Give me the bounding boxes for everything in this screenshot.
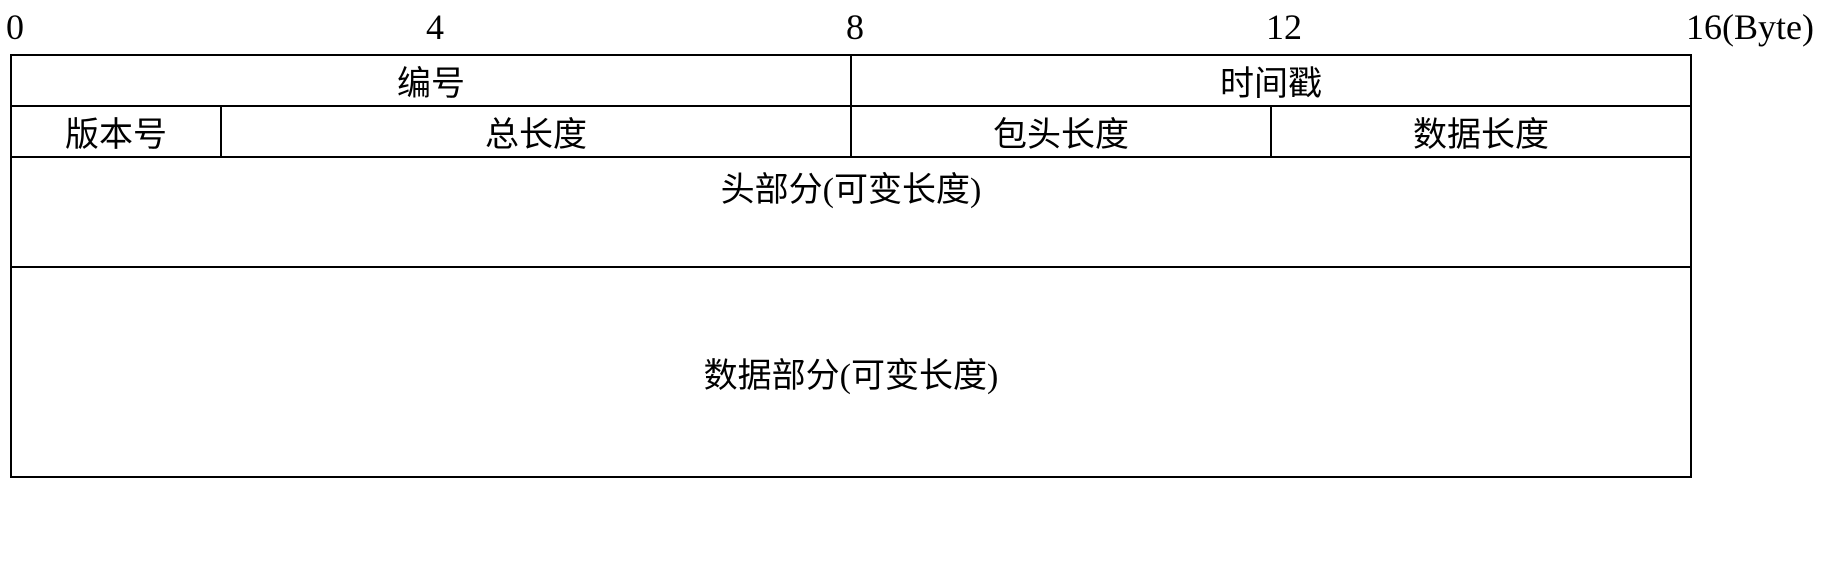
cell-total-length: 总长度 <box>221 106 851 157</box>
cell-data-variable: 数据部分(可变长度) <box>11 267 1691 477</box>
table-row: 版本号 总长度 包头长度 数据长度 <box>11 106 1691 157</box>
ruler-tick: 12 <box>1266 6 1302 48</box>
cell-id: 编号 <box>11 55 851 106</box>
byte-ruler: 0481216(Byte) <box>10 6 1828 54</box>
table-row: 头部分(可变长度) <box>11 157 1691 267</box>
cell-header-variable: 头部分(可变长度) <box>11 157 1691 267</box>
table-row: 数据部分(可变长度) <box>11 267 1691 477</box>
ruler-tick: 4 <box>426 6 444 48</box>
ruler-unit-label: 16(Byte) <box>1686 6 1814 48</box>
ruler-tick: 0 <box>6 6 24 48</box>
cell-timestamp: 时间戳 <box>851 55 1691 106</box>
packet-structure-table: 编号 时间戳 版本号 总长度 包头长度 数据长度 头部分(可变长度) 数据部分(… <box>10 54 1692 478</box>
cell-version: 版本号 <box>11 106 221 157</box>
table-row: 编号 时间戳 <box>11 55 1691 106</box>
ruler-tick: 8 <box>846 6 864 48</box>
cell-header-length: 包头长度 <box>851 106 1271 157</box>
cell-data-length: 数据长度 <box>1271 106 1691 157</box>
